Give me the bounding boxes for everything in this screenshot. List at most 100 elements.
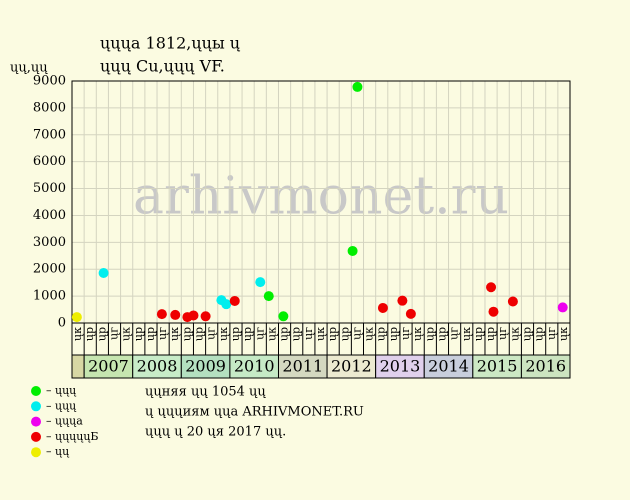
x-tick-label: ųр — [241, 327, 254, 341]
chart-subtitle: ųųų Cu,ųųų VF. — [100, 57, 225, 76]
x-tick-label: ųр — [95, 327, 108, 341]
point — [347, 245, 358, 256]
y-tick-label: 3000 — [33, 235, 66, 250]
x-tick-label: ųр — [484, 327, 497, 341]
y-tick-label: 9000 — [33, 74, 66, 89]
x-tick-label: ųг — [156, 327, 169, 340]
x-tick-label: ųр — [83, 327, 96, 341]
x-tick-label: ųр — [338, 327, 351, 341]
year-cell — [520, 354, 571, 379]
x-tick-label: ųр — [533, 327, 546, 341]
year-cell — [71, 354, 85, 379]
legend-label: – ųųų — [46, 399, 77, 412]
year-label: 2010 — [234, 357, 275, 376]
y-tick-label: 4000 — [33, 208, 66, 223]
year-label: 2014 — [428, 357, 469, 376]
y-tick-label: 7000 — [33, 127, 66, 142]
plot-frame — [71, 80, 571, 324]
x-tick-label: ųк — [508, 327, 521, 341]
x-tick-label: ųк — [217, 327, 230, 341]
legend-label: – ųųų — [46, 384, 77, 397]
y-tick-label: 8000 — [33, 100, 66, 115]
point — [397, 295, 408, 306]
x-tick-label: ųр — [326, 327, 339, 341]
point — [221, 299, 232, 310]
year-label: 2015 — [477, 357, 518, 376]
point — [405, 308, 416, 319]
x-tick-label: ųр — [229, 327, 242, 341]
x-tick-label: ųр — [180, 327, 193, 341]
year-label: 2009 — [185, 357, 226, 376]
point — [486, 282, 497, 293]
x-tick-label: ųк — [314, 327, 327, 341]
x-tick-label: ųр — [193, 327, 206, 341]
point — [377, 302, 388, 313]
legend-label: – ųųųa — [46, 415, 83, 428]
x-tick-label: ųр — [423, 327, 436, 341]
point — [170, 309, 181, 320]
x-tick-label: ųг — [545, 327, 558, 340]
note: ųųняя ųų 1054 ųų — [145, 385, 266, 400]
legend-swatch — [31, 431, 41, 442]
x-tick-label: ųр — [520, 327, 533, 341]
point — [507, 296, 518, 307]
x-tick-label: ųр — [278, 327, 291, 341]
x-tick-label: ųр — [375, 327, 388, 341]
legend-label: – ųų — [46, 445, 70, 458]
x-tick-label: ųг — [253, 327, 266, 340]
year-label: 2007 — [88, 357, 129, 376]
point — [71, 312, 82, 323]
year-label: 2011 — [282, 357, 323, 376]
watermark: arhivmonet.ru — [133, 167, 509, 227]
x-tick-label: ųр — [290, 327, 303, 341]
x-tick-label: ųр — [472, 327, 485, 341]
y-tick-label: 5000 — [33, 181, 66, 196]
point — [352, 81, 363, 92]
year-label: 2008 — [137, 357, 178, 376]
year-label: 2016 — [525, 357, 566, 376]
x-tick-label: ųк — [460, 327, 473, 341]
x-tick-label: ųг — [448, 327, 461, 340]
y-tick-label: 6000 — [33, 154, 66, 169]
point — [255, 277, 266, 288]
x-tick-label: ųр — [144, 327, 157, 341]
point — [263, 291, 274, 302]
x-tick-label: ųк — [265, 327, 278, 341]
x-tick-label: ųк — [168, 327, 181, 341]
point — [278, 311, 289, 322]
point — [557, 302, 568, 313]
year-label: 2013 — [380, 357, 421, 376]
point — [98, 267, 109, 278]
y-tick-label: 2000 — [33, 262, 66, 277]
x-tick-label: ųр — [387, 327, 400, 341]
year-label: 2012 — [331, 357, 372, 376]
chart-title: ųųųa 1812,ųųы ų — [100, 34, 241, 53]
x-tick-label: ųк — [363, 327, 376, 341]
y-tick-label: 0 — [58, 316, 66, 331]
x-tick-label: ųг — [205, 327, 218, 340]
x-tick-label: ųг — [496, 327, 509, 340]
x-tick-label: ųк — [411, 327, 424, 341]
x-tick-label: ųк — [71, 327, 84, 341]
x-tick-label: ųк — [557, 327, 570, 341]
y-tick-label: 1000 — [33, 289, 66, 304]
x-tick-label: ųг — [108, 327, 121, 340]
x-tick-label: ųр — [132, 327, 145, 341]
point — [200, 311, 211, 322]
x-tick-label: ųг — [399, 327, 412, 340]
x-tick-label: ųг — [350, 327, 363, 340]
point — [156, 309, 167, 320]
legend-swatch — [31, 401, 41, 412]
note: ųųų ų 20 ųя 2017 ųų. — [145, 425, 286, 440]
y-axis-label: ųų,ųų — [10, 61, 48, 76]
point — [488, 306, 499, 317]
x-tick-label: ųр — [435, 327, 448, 341]
legend-swatch — [31, 416, 41, 427]
legend-swatch — [31, 447, 41, 458]
legend-label: – ųųųųųБ — [46, 430, 99, 443]
x-tick-label: ųк — [120, 327, 133, 341]
legend-swatch — [31, 386, 41, 396]
x-tick-label: ųг — [302, 327, 315, 340]
